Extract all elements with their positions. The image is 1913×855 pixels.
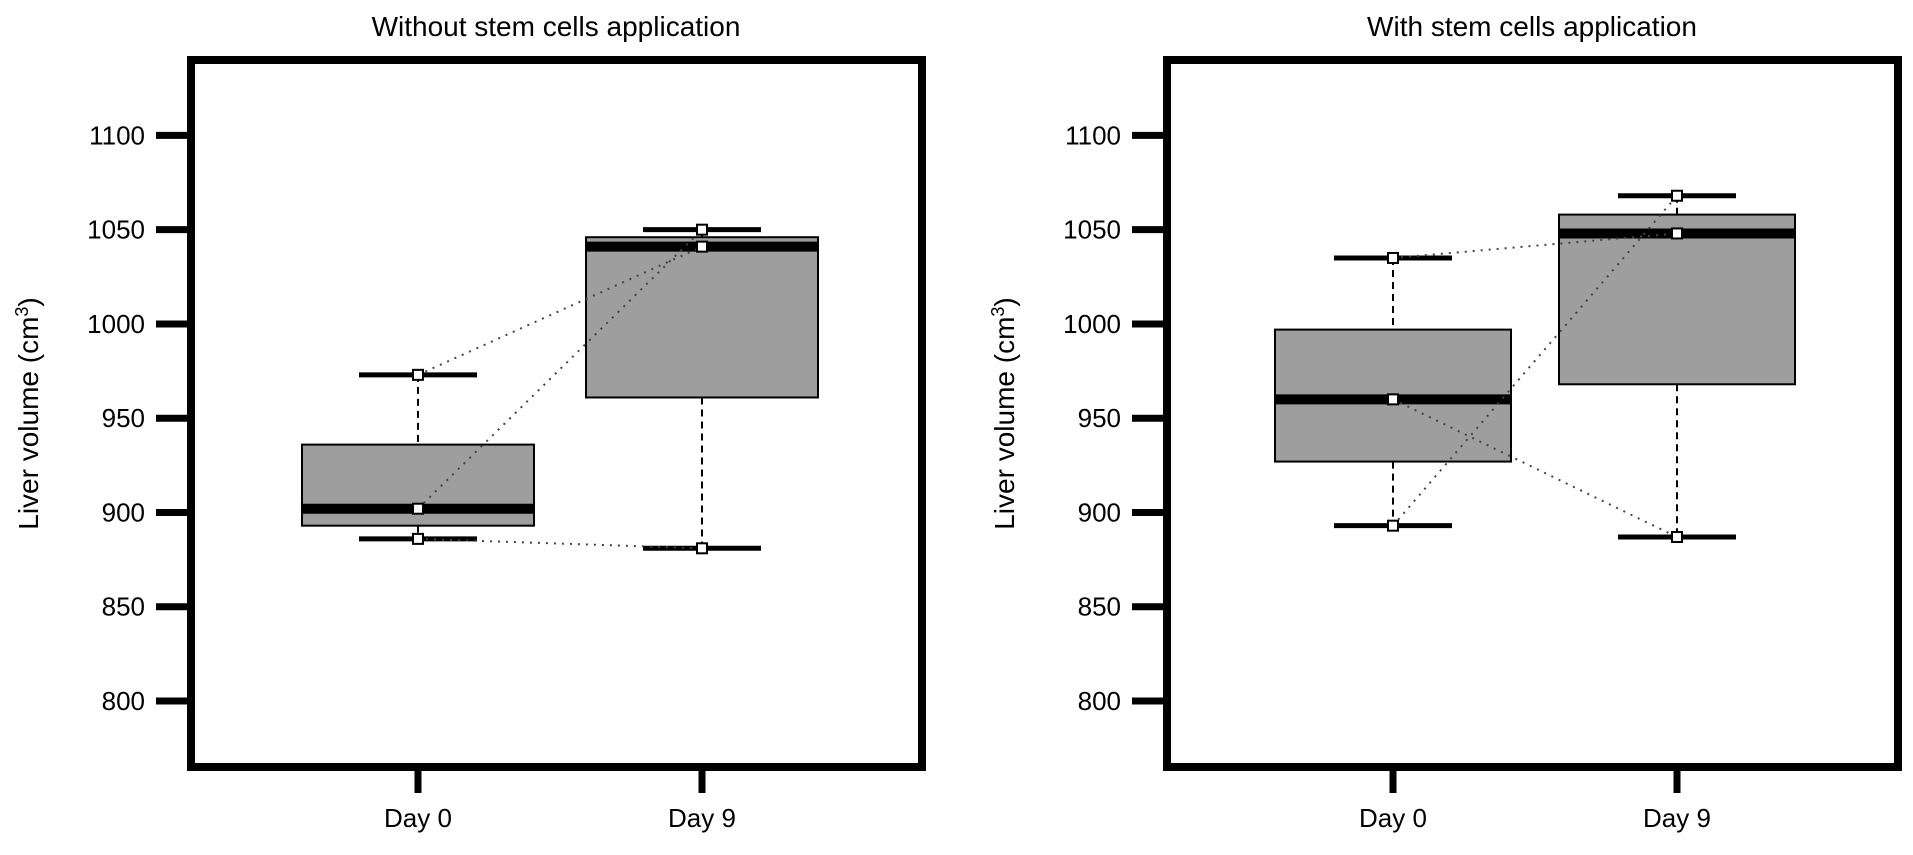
x-tick-label: Day 0 [1359,803,1427,833]
box-day-0 [1274,255,1512,529]
data-point [1387,393,1399,406]
y-axis-label: Liver volume (cm3) [988,297,1020,530]
y-axis-label-close: ) [989,297,1020,306]
y-axis-label-text: Liver volume (cm [13,317,44,530]
y-tick-label: 800 [1078,686,1121,716]
y-tick-label: 1000 [87,309,145,339]
data-point [412,502,424,515]
data-point [696,223,708,236]
y-tick-label: 850 [1078,592,1121,622]
y-tick-label: 850 [102,592,145,622]
data-point [412,368,424,381]
y-tick-label: 900 [102,497,145,527]
y-tick-label: 950 [102,403,145,433]
plot-frame [187,56,926,771]
x-tick-label: Day 9 [1643,803,1711,833]
chart-panel-2: With stem cells application Liver volume … [988,11,1902,833]
y-tick-label: 1050 [87,215,145,245]
y-axis-label: Liver volume (cm3) [12,297,44,530]
data-point [412,532,424,545]
y-tick-label: 950 [1078,403,1121,433]
data-point [1387,519,1399,532]
data-point [1671,189,1683,202]
y-axis-label-superscript: 3 [988,307,1008,317]
data-point [696,542,708,555]
y-tick-label: 1100 [89,120,145,150]
y-axis-label-text: Liver volume (cm [989,317,1020,530]
data-point [1671,227,1683,240]
box-day-9 [585,227,819,551]
chart-panel-1: Without stem cells application Liver volu… [12,11,926,833]
box-body [585,236,819,399]
paired-line [1392,195,1678,527]
y-axis-label-close: ) [13,297,44,306]
y-tick-label: 1100 [1065,120,1121,150]
data-point [1671,530,1683,543]
plot-frame [1163,56,1902,771]
x-tick-label: Day 9 [668,803,736,833]
data-point [696,240,708,253]
box-day-9 [1558,193,1796,540]
y-tick-label: 1000 [1063,309,1121,339]
data-point [1387,251,1399,264]
y-tick-label: 900 [1078,497,1121,527]
box-body [1558,213,1796,386]
x-tick-label: Day 0 [384,803,452,833]
chart-title: With stem cells application [1367,11,1697,42]
y-tick-label: 1050 [1063,215,1121,245]
y-tick-label: 800 [102,686,145,716]
chart-title: Without stem cells application [372,11,741,42]
y-axis-label-superscript: 3 [12,307,32,317]
